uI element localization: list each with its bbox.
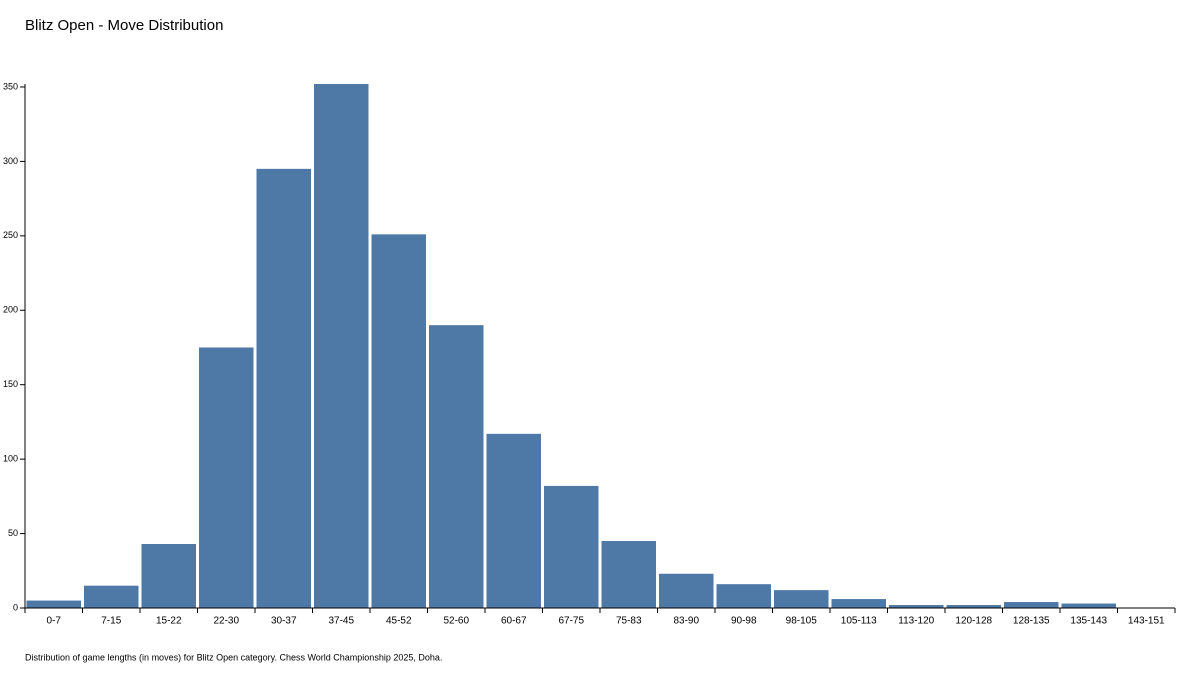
bar bbox=[544, 485, 599, 608]
bar bbox=[774, 590, 829, 608]
x-tick-label: 15-22 bbox=[156, 616, 182, 627]
bar bbox=[716, 584, 771, 608]
bar bbox=[1061, 603, 1116, 608]
y-tick-label: 100 bbox=[3, 454, 18, 464]
bar bbox=[84, 585, 139, 608]
x-tick-label: 60-67 bbox=[501, 616, 527, 627]
x-tick-label: 0-7 bbox=[47, 616, 62, 627]
x-tick-label: 105-113 bbox=[841, 616, 877, 627]
x-tick-label: 135-143 bbox=[1070, 616, 1107, 627]
y-tick-label: 300 bbox=[3, 156, 18, 166]
bar bbox=[256, 168, 311, 608]
bar bbox=[601, 541, 656, 608]
x-tick-label: 83-90 bbox=[673, 616, 699, 627]
bar bbox=[889, 605, 944, 608]
x-tick-label: 52-60 bbox=[443, 616, 469, 627]
y-tick-label: 350 bbox=[3, 81, 18, 91]
bar bbox=[141, 543, 196, 608]
y-tick-label: 0 bbox=[13, 602, 18, 612]
y-tick-label: 150 bbox=[3, 379, 18, 389]
bar bbox=[314, 84, 369, 608]
bar bbox=[486, 433, 541, 608]
x-tick-label: 22-30 bbox=[213, 616, 239, 627]
bar bbox=[1004, 602, 1059, 608]
x-tick-label: 67-75 bbox=[558, 616, 584, 627]
x-tick-label: 143-151 bbox=[1128, 616, 1165, 627]
bar bbox=[199, 347, 254, 608]
chart-caption: Distribution of game lengths (in moves) … bbox=[25, 652, 442, 662]
x-tick-label: 113-120 bbox=[898, 616, 934, 627]
y-tick-label: 50 bbox=[8, 528, 18, 538]
x-tick-label: 75-83 bbox=[616, 616, 642, 627]
bar bbox=[946, 605, 1001, 608]
chart-title: Blitz Open - Move Distribution bbox=[25, 17, 223, 34]
x-tick-label: 7-15 bbox=[101, 616, 121, 627]
bar bbox=[26, 600, 81, 608]
x-tick-label: 120-128 bbox=[955, 616, 992, 627]
bar bbox=[371, 234, 426, 608]
bar bbox=[831, 599, 886, 608]
x-tick-label: 98-105 bbox=[786, 616, 818, 627]
x-tick-label: 128-135 bbox=[1013, 616, 1050, 627]
x-tick-label: 90-98 bbox=[731, 616, 757, 627]
x-tick-label: 30-37 bbox=[271, 616, 297, 627]
bar bbox=[659, 573, 714, 608]
y-tick-label: 250 bbox=[3, 230, 18, 240]
x-tick-label: 45-52 bbox=[386, 616, 412, 627]
x-tick-label: 37-45 bbox=[328, 616, 354, 627]
bar bbox=[429, 325, 484, 608]
y-tick-label: 200 bbox=[3, 305, 18, 315]
